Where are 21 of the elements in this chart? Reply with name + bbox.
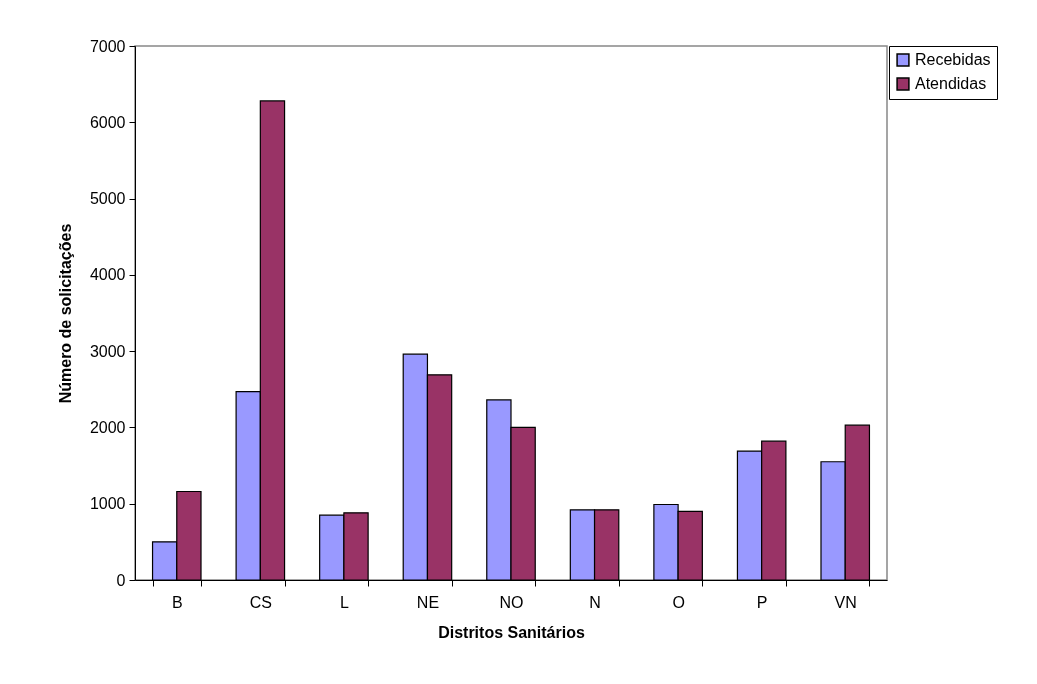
legend-label: Recebidas (915, 51, 991, 68)
x-axis-title: Distritos Sanitários (438, 623, 585, 641)
y-tick-label: 4000 (89, 266, 126, 284)
x-tick-label: O (672, 593, 685, 611)
y-tick-label: 1000 (89, 495, 126, 513)
x-tick-label: NE (416, 593, 440, 611)
x-tick-label: L (339, 593, 349, 611)
x-tick-label: P (756, 593, 768, 611)
y-axis-title: Número de solicitações (56, 223, 74, 404)
x-tick-label: VN (834, 593, 857, 611)
x-tick-label: B (171, 593, 183, 611)
x-tick-label: NO (499, 593, 524, 611)
y-tick-label: 2000 (89, 418, 126, 436)
y-tick-label: 0 (116, 571, 126, 589)
y-tick-label: 6000 (89, 113, 126, 131)
legend-label: Atendidas (915, 75, 987, 92)
x-tick-label: N (589, 593, 601, 611)
y-tick-label: 7000 (89, 37, 126, 55)
x-tick-label: CS (249, 593, 272, 611)
y-tick-label: 3000 (89, 342, 126, 360)
y-tick-label: 5000 (89, 190, 126, 208)
